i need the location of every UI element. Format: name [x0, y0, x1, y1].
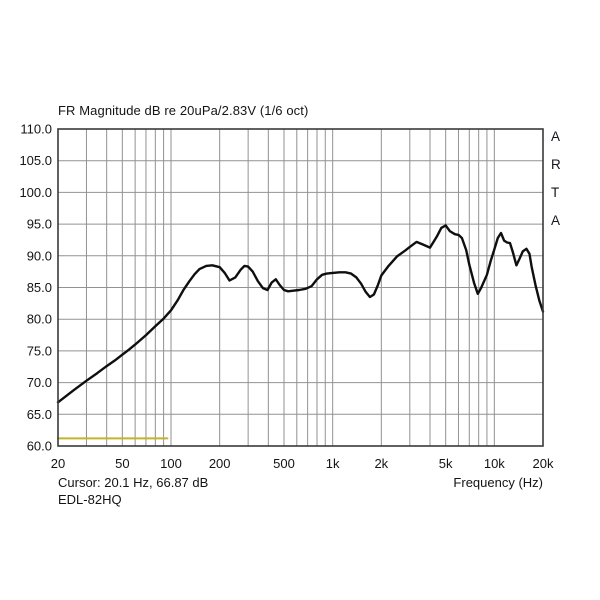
cursor-readout: Cursor: 20.1 Hz, 66.87 dB [58, 475, 209, 490]
y-tick-label: 60.0 [27, 439, 52, 454]
plot-border [57, 128, 544, 447]
y-tick-label: 90.0 [27, 248, 52, 263]
y-tick-label: 95.0 [27, 217, 52, 232]
x-tick-label: 20 [51, 456, 65, 471]
x-tick-label: 10k [484, 456, 505, 471]
frequency-response-magnitude-curve [56, 224, 545, 404]
y-tick-label: 70.0 [27, 375, 52, 390]
x-tick-label: 1k [326, 456, 340, 471]
device-label: EDL-82HQ [58, 492, 122, 507]
y-tick-label: 75.0 [27, 343, 52, 358]
x-tick-label: 100 [160, 456, 182, 471]
x-tick-label: 20k [533, 456, 554, 471]
x-tick-label: 200 [209, 456, 231, 471]
frequency-axis-title: Frequency (Hz) [453, 475, 543, 490]
x-tick-label: 5k [439, 456, 453, 471]
chart-title: FR Magnitude dB re 20uPa/2.83V (1/6 oct) [58, 103, 309, 118]
y-tick-label: 85.0 [27, 280, 52, 295]
y-tick-label: 105.0 [19, 153, 52, 168]
arta-watermark: ARTA [551, 129, 561, 228]
y-tick-label: 80.0 [27, 312, 52, 327]
y-tick-label: 110.0 [20, 122, 52, 137]
y-tick-label: 65.0 [27, 407, 52, 422]
x-tick-label: 500 [273, 456, 295, 471]
y-tick-label: 100.0 [19, 185, 52, 200]
x-tick-label: 2k [374, 456, 388, 471]
x-tick-label: 50 [115, 456, 129, 471]
